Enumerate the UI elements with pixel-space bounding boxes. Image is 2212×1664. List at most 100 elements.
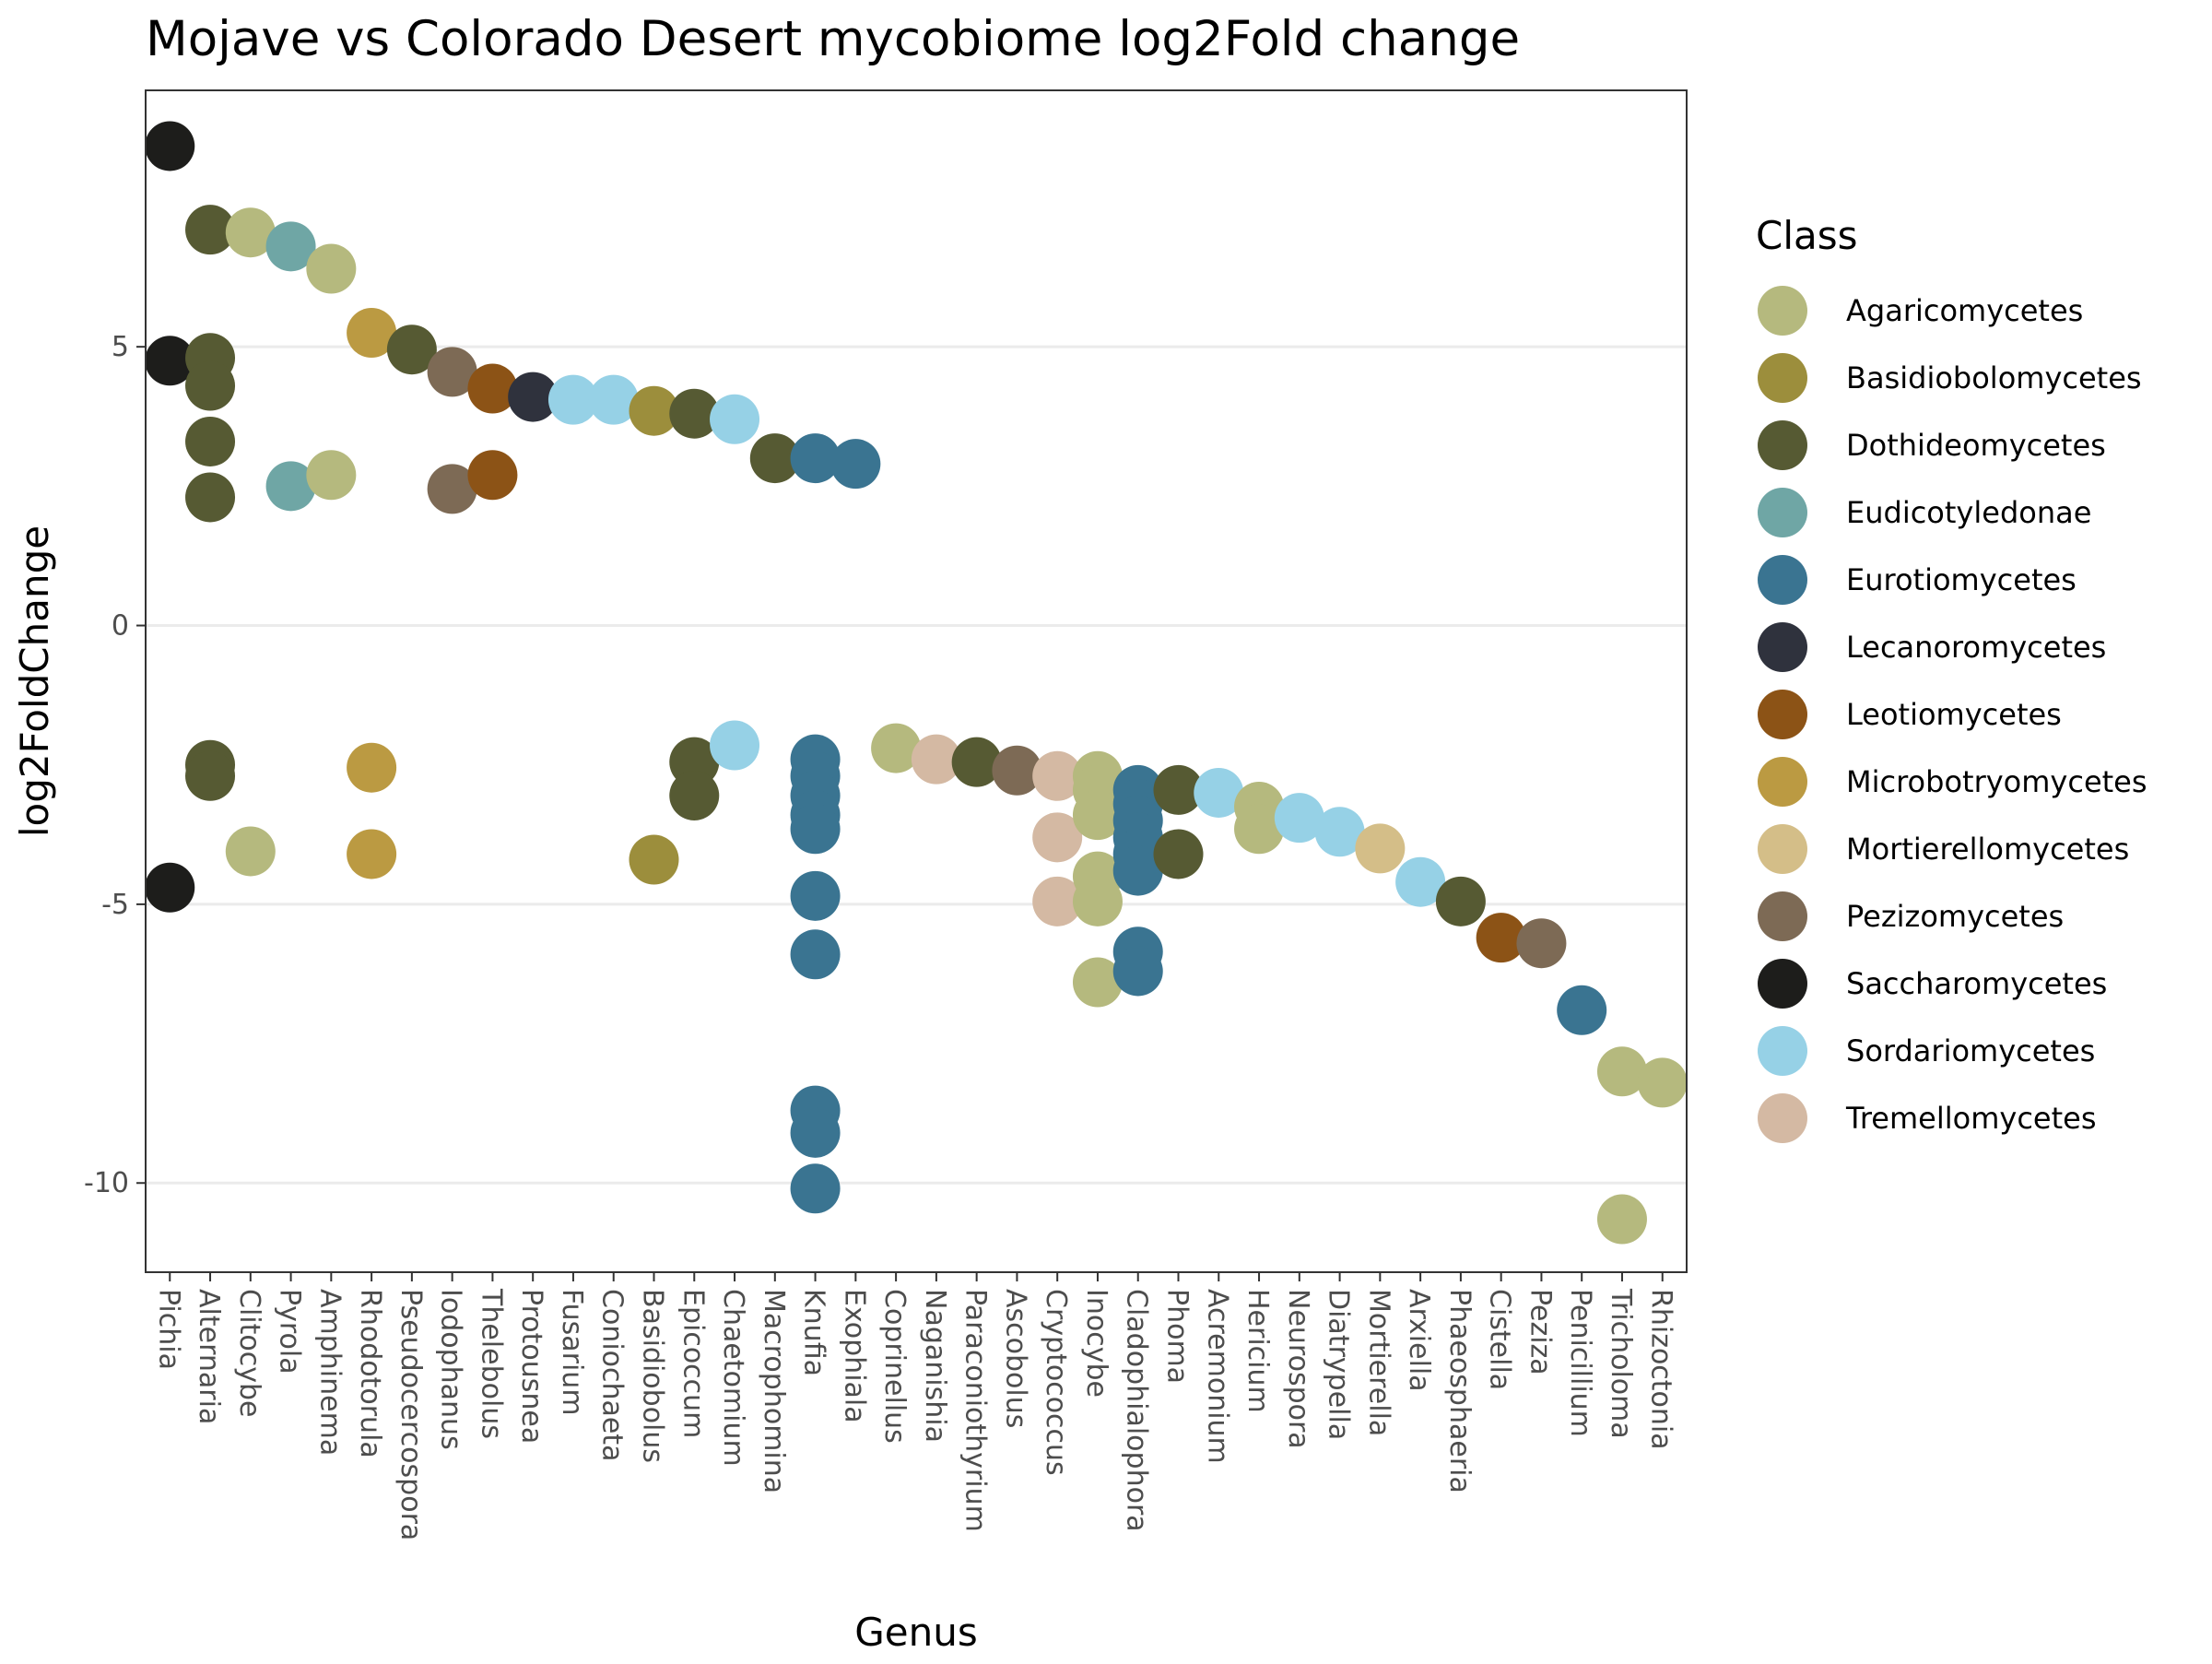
y-tick-label: 0 bbox=[112, 610, 129, 643]
data-point bbox=[1596, 1194, 1647, 1245]
data-point bbox=[1153, 764, 1204, 815]
data-point bbox=[1476, 913, 1526, 963]
x-axis-title: Genus bbox=[854, 1610, 978, 1655]
data-point bbox=[1355, 823, 1406, 874]
legend-label: Sordariomycetes bbox=[1846, 1033, 2095, 1068]
legend-label: Pezizomycetes bbox=[1846, 899, 2064, 934]
y-tick-label: -10 bbox=[84, 1167, 129, 1199]
chart-title: Mojave vs Colorado Desert mycobiome log2… bbox=[146, 11, 1520, 67]
data-point bbox=[145, 862, 195, 913]
x-tick-label: Clitocybe bbox=[233, 1289, 265, 1417]
legend-key bbox=[1758, 959, 1807, 1009]
y-axis-ticks: -10 -5 0 5 bbox=[84, 331, 146, 1199]
data-point bbox=[1072, 876, 1123, 926]
data-point bbox=[386, 325, 437, 375]
legend-key bbox=[1758, 757, 1807, 807]
legend-label: Dothideomycetes bbox=[1846, 428, 2106, 463]
legend-label: Mortierellomycetes bbox=[1846, 832, 2129, 867]
data-point bbox=[347, 308, 397, 359]
data-point bbox=[225, 826, 276, 877]
data-point bbox=[145, 336, 195, 386]
data-point bbox=[1032, 812, 1083, 863]
data-point bbox=[1153, 829, 1204, 879]
data-point bbox=[951, 737, 1002, 787]
x-tick-label: Knufia bbox=[798, 1289, 830, 1376]
x-tick-label: Cryptococcus bbox=[1040, 1289, 1072, 1476]
x-tick-label: Cistella bbox=[1484, 1289, 1516, 1390]
legend-key bbox=[1758, 353, 1807, 403]
x-tick-label: Acremonium bbox=[1201, 1289, 1233, 1464]
data-point bbox=[1435, 876, 1486, 926]
x-tick-label: Ascobolus bbox=[999, 1289, 1031, 1428]
data-point bbox=[749, 433, 800, 484]
data-point bbox=[467, 363, 518, 414]
x-tick-label: Exophiala bbox=[838, 1289, 870, 1423]
legend-label: Lecanoromycetes bbox=[1846, 630, 2106, 665]
x-tick-label: Coprinellus bbox=[878, 1289, 911, 1444]
data-point bbox=[467, 450, 518, 501]
data-point bbox=[790, 870, 841, 921]
x-tick-label: Cladophialophora bbox=[1121, 1289, 1153, 1532]
x-tick-label: Phaeosphaeria bbox=[1443, 1289, 1476, 1493]
x-tick-label: Neurospora bbox=[1282, 1289, 1314, 1449]
data-point bbox=[1072, 957, 1123, 1008]
x-tick-label: Amphinema bbox=[313, 1289, 346, 1456]
legend-label: Eudicotyledonae bbox=[1846, 495, 2091, 530]
data-point bbox=[669, 388, 720, 439]
data-point bbox=[306, 450, 357, 501]
data-point bbox=[265, 221, 316, 272]
data-points bbox=[145, 121, 1688, 1245]
data-point bbox=[1637, 1057, 1688, 1108]
data-point bbox=[830, 439, 881, 490]
data-point bbox=[1234, 804, 1285, 855]
legend-label: Agaricomycetes bbox=[1846, 293, 2083, 328]
x-tick-label: Rhizoctonia bbox=[1645, 1289, 1677, 1450]
data-point bbox=[306, 243, 357, 294]
data-point bbox=[992, 745, 1042, 796]
y-tick-label: 5 bbox=[112, 331, 129, 363]
data-point bbox=[185, 205, 236, 255]
data-point bbox=[265, 461, 316, 512]
x-tick-label: Basidiobolus bbox=[636, 1289, 668, 1463]
data-point bbox=[790, 433, 841, 484]
legend-key bbox=[1758, 1026, 1807, 1076]
x-axis-ticks: Pichia Alternaria Clitocybe Pyrola Amphinema… bbox=[152, 1272, 1677, 1540]
x-tick-label: Alternaria bbox=[193, 1289, 225, 1424]
x-tick-label: Pezizа bbox=[1524, 1289, 1556, 1375]
data-point bbox=[669, 770, 720, 820]
x-tick-label: Chaetomium bbox=[717, 1289, 749, 1467]
x-tick-label: Epicoccum bbox=[677, 1289, 709, 1438]
data-point bbox=[790, 804, 841, 855]
data-point bbox=[1516, 918, 1567, 969]
x-tick-label: Paraconiothyrium bbox=[959, 1289, 992, 1532]
data-point bbox=[1112, 946, 1163, 997]
data-point bbox=[790, 1107, 841, 1158]
legend-title: Class bbox=[1756, 213, 1858, 258]
data-point bbox=[1395, 856, 1446, 907]
data-point bbox=[629, 385, 679, 436]
data-point bbox=[1596, 1046, 1647, 1097]
x-tick-label: Inocybe bbox=[1080, 1289, 1112, 1398]
legend-label: Leotiomycetes bbox=[1846, 697, 2062, 732]
x-tick-label: Mortierella bbox=[1362, 1289, 1394, 1436]
data-point bbox=[427, 347, 477, 397]
data-point bbox=[1032, 876, 1083, 926]
data-point bbox=[629, 834, 679, 885]
legend-label: Microbotryomycetes bbox=[1846, 764, 2147, 799]
x-tick-label: Phoma bbox=[1161, 1289, 1194, 1384]
legend-key bbox=[1758, 690, 1807, 739]
y-axis-title: log2FoldChange bbox=[12, 525, 57, 837]
x-tick-label: Hericium bbox=[1241, 1289, 1274, 1413]
data-point bbox=[1194, 767, 1244, 818]
x-tick-label: Thelebolus bbox=[475, 1288, 507, 1439]
legend-label: Tremellomycetes bbox=[1845, 1101, 2097, 1136]
x-tick-label: Rhodotorula bbox=[354, 1289, 386, 1458]
legend-key bbox=[1758, 891, 1807, 941]
legend-label: Basidiobolomycetes bbox=[1846, 360, 2142, 395]
x-tick-label: Protousnea bbox=[515, 1289, 547, 1444]
x-tick-label: Pyrola bbox=[274, 1289, 306, 1375]
data-point bbox=[1314, 807, 1365, 857]
legend-key bbox=[1758, 824, 1807, 874]
